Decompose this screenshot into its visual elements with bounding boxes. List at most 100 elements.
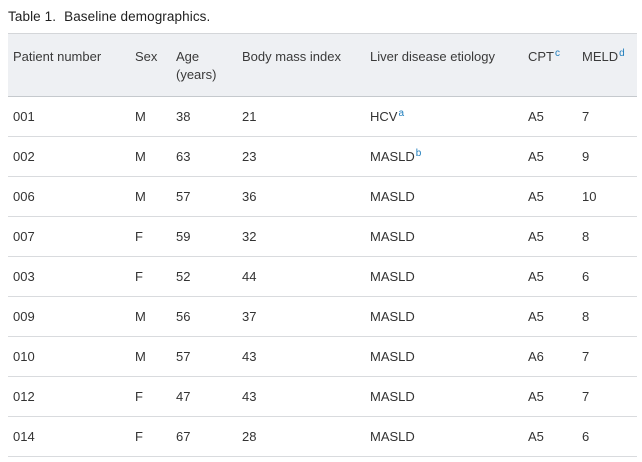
col-header-label: Patient number xyxy=(13,49,102,64)
etiology-cell: HCVa xyxy=(370,96,528,137)
sex-cell: F xyxy=(135,256,176,297)
sex-cell: M xyxy=(135,96,176,137)
etiology-cell: MASLD xyxy=(370,176,528,217)
bmi-cell: 37 xyxy=(242,296,370,337)
bmi-cell: 43 xyxy=(242,376,370,417)
footnote-link-d[interactable]: d xyxy=(619,47,625,59)
col-header-label: CPT xyxy=(528,49,554,64)
bmi-cell: 21 xyxy=(242,96,370,137)
meld-cell: 7 xyxy=(582,336,637,377)
meld-cell: 6 xyxy=(582,256,637,297)
patient-number-cell: 002 xyxy=(8,136,135,177)
footnote-link-b[interactable]: b xyxy=(415,147,422,159)
table-caption: Table 1. Baseline demographics. xyxy=(8,9,210,24)
footnote-link-c[interactable]: c xyxy=(555,47,560,59)
etiology-cell: MASLD xyxy=(370,296,528,337)
table-row: 002 M 63 23 MASLDb A5 9 xyxy=(8,136,637,177)
sex-cell: M xyxy=(135,336,176,377)
table-caption-text: Baseline demographics. xyxy=(64,9,211,24)
sex-cell: M xyxy=(135,176,176,217)
table-row: 003 F 52 44 MASLD A5 6 xyxy=(8,256,637,297)
col-header-label: Sex xyxy=(135,49,158,64)
col-header-label: Body mass index xyxy=(242,49,341,64)
col-header-age: Age (years) xyxy=(176,33,242,97)
age-cell: 52 xyxy=(176,256,242,297)
age-cell: 57 xyxy=(176,176,242,217)
meld-cell: 8 xyxy=(582,296,637,337)
col-header-patient-number: Patient number xyxy=(8,33,135,97)
table-row: 009 M 56 37 MASLD A5 8 xyxy=(8,296,637,337)
sex-cell: M xyxy=(135,136,176,177)
etiology-cell: MASLD xyxy=(370,336,528,377)
etiology-cell: MASLD xyxy=(370,376,528,417)
table-header: Patient number Sex Age (years) Body mass … xyxy=(8,33,637,97)
etiology-value: MASLD xyxy=(370,229,415,244)
cpt-cell: A5 xyxy=(528,376,582,417)
table-row: 006 M 57 36 MASLD A5 10 xyxy=(8,176,637,217)
etiology-cell: MASLD xyxy=(370,216,528,257)
table-row: 007 F 59 32 MASLD A5 8 xyxy=(8,216,637,257)
col-header-label: Liver disease etiology xyxy=(370,49,496,64)
col-header-bmi: Body mass index xyxy=(242,33,370,97)
etiology-cell: MASLD xyxy=(370,256,528,297)
patient-number-cell: 012 xyxy=(8,376,135,417)
bmi-cell: 43 xyxy=(242,336,370,377)
sex-cell: F xyxy=(135,216,176,257)
bmi-cell: 32 xyxy=(242,216,370,257)
bmi-cell: 23 xyxy=(242,136,370,177)
table-caption-label: Table 1. xyxy=(8,9,57,24)
table-row: 012 F 47 43 MASLD A5 7 xyxy=(8,376,637,417)
etiology-value: MASLD xyxy=(370,349,415,364)
header-row: Patient number Sex Age (years) Body mass … xyxy=(8,33,637,97)
etiology-value: MASLD xyxy=(370,429,415,444)
col-header-etiology: Liver disease etiology xyxy=(370,33,528,97)
cpt-cell: A5 xyxy=(528,96,582,137)
cpt-cell: A5 xyxy=(528,296,582,337)
col-header-meld: MELDd xyxy=(582,33,637,97)
age-cell: 38 xyxy=(176,96,242,137)
patient-number-cell: 003 xyxy=(8,256,135,297)
meld-cell: 6 xyxy=(582,416,637,457)
meld-cell: 7 xyxy=(582,96,637,137)
meld-cell: 10 xyxy=(582,176,637,217)
table-row: 010 M 57 43 MASLD A6 7 xyxy=(8,336,637,377)
age-cell: 56 xyxy=(176,296,242,337)
cpt-cell: A5 xyxy=(528,416,582,457)
footnote-link-a[interactable]: a xyxy=(398,107,405,119)
etiology-cell: MASLDb xyxy=(370,136,528,177)
bmi-cell: 28 xyxy=(242,416,370,457)
age-cell: 57 xyxy=(176,336,242,377)
meld-cell: 7 xyxy=(582,376,637,417)
etiology-value: HCV xyxy=(370,109,398,124)
meld-cell: 8 xyxy=(582,216,637,257)
age-cell: 67 xyxy=(176,416,242,457)
col-header-label: MELD xyxy=(582,49,619,64)
table-row: 014 F 67 28 MASLD A5 6 xyxy=(8,416,637,457)
etiology-value: MASLD xyxy=(370,389,415,404)
etiology-cell: MASLD xyxy=(370,416,528,457)
etiology-value: MASLD xyxy=(370,149,415,164)
bmi-cell: 44 xyxy=(242,256,370,297)
etiology-value: MASLD xyxy=(370,309,415,324)
table-row: 001 M 38 21 HCVa A5 7 xyxy=(8,96,637,137)
sex-cell: M xyxy=(135,296,176,337)
sex-cell: F xyxy=(135,376,176,417)
etiology-value: MASLD xyxy=(370,269,415,284)
baseline-demographics-table: Patient number Sex Age (years) Body mass … xyxy=(8,33,637,457)
age-cell: 59 xyxy=(176,216,242,257)
col-header-label: Age xyxy=(176,49,200,64)
patient-number-cell: 007 xyxy=(8,216,135,257)
cpt-cell: A6 xyxy=(528,336,582,377)
age-cell: 63 xyxy=(176,136,242,177)
meld-cell: 9 xyxy=(582,136,637,177)
patient-number-cell: 001 xyxy=(8,96,135,137)
age-cell: 47 xyxy=(176,376,242,417)
col-header-sex: Sex xyxy=(135,33,176,97)
cpt-cell: A5 xyxy=(528,216,582,257)
bmi-cell: 36 xyxy=(242,176,370,217)
sex-cell: F xyxy=(135,416,176,457)
patient-number-cell: 010 xyxy=(8,336,135,377)
cpt-cell: A5 xyxy=(528,176,582,217)
col-header-cpt: CPTc xyxy=(528,33,582,97)
